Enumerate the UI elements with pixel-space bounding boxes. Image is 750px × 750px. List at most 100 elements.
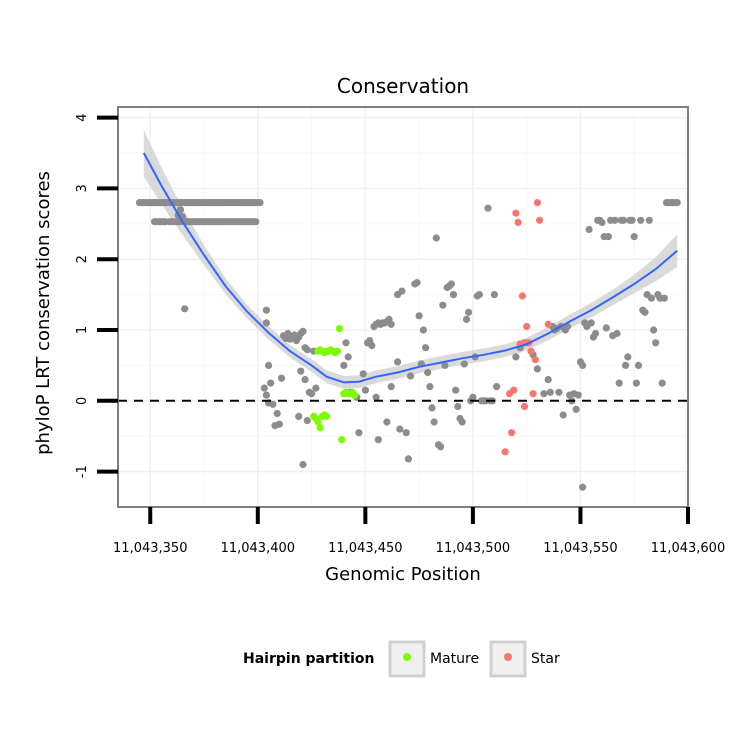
data-point-other — [299, 327, 307, 335]
data-point-other — [432, 234, 440, 242]
data-point-other — [493, 383, 501, 391]
x-tick-label: 11,043,350 — [113, 541, 187, 556]
data-point-star — [527, 347, 535, 355]
x-tick-label: 11,043,500 — [436, 541, 510, 556]
data-point-other — [622, 361, 630, 369]
data-point-mature — [333, 347, 341, 355]
data-point-other — [308, 390, 316, 398]
data-point-other — [267, 379, 275, 387]
x-tick-label: 11,043,550 — [543, 541, 617, 556]
data-point-star — [520, 402, 529, 411]
data-point-other — [604, 233, 613, 241]
data-point-other — [176, 206, 184, 214]
data-point-other — [460, 360, 468, 368]
data-point-other — [415, 312, 423, 320]
data-point-other — [484, 204, 492, 212]
y-tick-label: 3 — [75, 184, 90, 192]
y-tick-label: 4 — [75, 113, 90, 121]
x-axis: 11,043,350 11,043,400 11,043,450 11,043,500… — [113, 507, 725, 556]
data-point-other — [273, 409, 281, 418]
data-point-other — [452, 386, 460, 394]
data-point-other — [428, 404, 436, 412]
data-point-other — [342, 339, 350, 347]
legend-item-mature: Mature — [388, 640, 479, 678]
data-point-other — [641, 308, 649, 316]
data-point-other — [422, 344, 430, 352]
data-point-other — [650, 326, 658, 334]
data-point-other — [613, 329, 621, 338]
y-axis: -1 0 1 2 3 4 — [75, 113, 118, 478]
data-point-other — [533, 365, 542, 373]
data-point-other — [262, 319, 270, 327]
data-point-other — [454, 402, 462, 411]
data-point-other — [262, 306, 270, 314]
data-point-other — [439, 301, 447, 309]
data-point-star — [523, 322, 531, 331]
data-point-other — [512, 353, 520, 361]
y-tick-label: -1 — [75, 465, 90, 478]
data-point-other — [462, 315, 471, 323]
smooth-line — [142, 152, 678, 384]
data-point-other — [628, 216, 636, 224]
data-point-star — [518, 292, 527, 300]
data-point-other — [372, 393, 380, 401]
data-point-star — [536, 216, 544, 224]
data-point-other — [465, 308, 473, 316]
data-point-other — [181, 305, 189, 313]
data-point-other — [269, 400, 277, 408]
data-point-other — [579, 483, 587, 491]
data-point-star — [531, 356, 539, 364]
data-point-other — [490, 291, 498, 299]
data-point-mature — [335, 325, 344, 333]
series-mature — [310, 325, 359, 444]
data-point-other — [598, 218, 606, 226]
data-point-other — [449, 291, 458, 299]
data-point-other — [619, 216, 628, 224]
data-point-other — [611, 216, 619, 224]
data-point-star — [508, 429, 516, 437]
data-point-other — [312, 384, 320, 392]
data-point-other — [585, 225, 593, 234]
data-point-other — [673, 199, 681, 207]
data-point-other — [634, 361, 643, 369]
data-point-star — [510, 386, 518, 394]
data-point-other — [426, 383, 434, 391]
data-point-star — [544, 320, 552, 328]
data-point-other — [660, 294, 668, 302]
data-point-other — [458, 418, 466, 426]
legend-item-star: Star — [489, 640, 560, 678]
data-point-other — [413, 279, 421, 287]
data-point-other — [647, 294, 656, 302]
data-point-other — [469, 393, 477, 401]
data-point-other — [637, 216, 645, 224]
data-point-other — [579, 361, 587, 369]
data-point-other — [368, 342, 376, 350]
data-point-other — [424, 368, 432, 377]
legend-dot-mature — [403, 653, 411, 661]
data-point-other — [383, 418, 391, 426]
x-tick-label: 11,043,600 — [651, 541, 725, 556]
legend-dot-star — [504, 653, 512, 661]
data-point-other — [544, 376, 552, 384]
data-point-mature — [323, 412, 331, 420]
series-other — [135, 199, 681, 491]
data-point-other — [602, 324, 610, 332]
data-point-mature — [351, 391, 359, 399]
data-point-other — [265, 361, 273, 369]
data-point-other — [359, 370, 367, 378]
data-point-other — [430, 418, 438, 426]
data-point-other — [256, 199, 264, 207]
data-point-other — [303, 346, 311, 354]
data-point-other — [540, 390, 548, 398]
data-point-other — [402, 429, 410, 437]
data-point-star — [514, 218, 522, 226]
data-point-other — [546, 388, 554, 396]
legend: Hairpin partition Mature Star — [243, 640, 560, 678]
data-point-other — [277, 374, 286, 382]
data-point-other — [419, 326, 427, 334]
data-point-other — [437, 443, 445, 451]
data-point-other — [645, 216, 653, 224]
data-point-other — [299, 460, 307, 469]
data-point-other — [396, 425, 404, 433]
